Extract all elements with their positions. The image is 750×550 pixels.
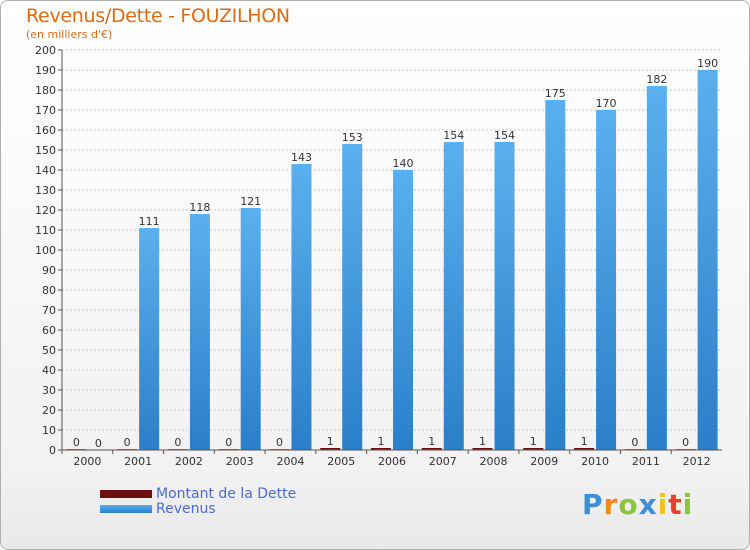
bar-revenus-2006 <box>393 170 413 450</box>
label-revenus-2000: 0 <box>95 437 102 450</box>
label-dette-2011: 0 <box>631 436 638 449</box>
legend-item-dette: Montant de la Dette <box>100 485 297 502</box>
legend-label-dette: Montant de la Dette <box>156 485 297 502</box>
y-tick-label-20: 20 <box>42 404 56 417</box>
bar-revenus-2011 <box>646 86 667 450</box>
bar-revenus-2007 <box>443 142 464 450</box>
logo-letter-6: i <box>682 488 694 521</box>
bar-dette-2010 <box>574 448 595 450</box>
label-dette-2010: 1 <box>581 435 588 448</box>
x-tick-label-2012: 2012 <box>683 455 711 468</box>
bar-dette-2009 <box>523 448 544 450</box>
x-tick-label-2006: 2006 <box>378 455 406 468</box>
y-tick-label-170: 170 <box>35 104 56 117</box>
y-tick-label-190: 190 <box>35 64 56 77</box>
y-tick-label-50: 50 <box>42 344 56 357</box>
bar-revenus-2010 <box>596 110 617 450</box>
label-revenus-2001: 111 <box>139 215 160 228</box>
label-dette-2009: 1 <box>530 435 537 448</box>
y-tick-label-200: 200 <box>35 44 56 57</box>
label-dette-2005: 1 <box>327 435 334 448</box>
y-tick-label-10: 10 <box>42 424 56 437</box>
bar-dette-2007 <box>421 448 442 450</box>
bar-dette-2005 <box>320 448 341 450</box>
label-revenus-2008: 154 <box>494 129 515 142</box>
x-tick-label-2009: 2009 <box>530 455 558 468</box>
x-tick-label-2004: 2004 <box>276 455 304 468</box>
x-tick-label-2003: 2003 <box>226 455 254 468</box>
bar-revenus-2001 <box>139 228 160 450</box>
label-revenus-2010: 170 <box>596 97 617 110</box>
label-dette-2006: 1 <box>378 435 385 448</box>
y-tick-label-60: 60 <box>42 324 56 337</box>
legend-item-revenus: Revenus <box>100 500 296 517</box>
bar-revenus-2004 <box>291 164 312 450</box>
y-tick-label-70: 70 <box>42 304 56 317</box>
x-tick-label-2005: 2005 <box>327 455 355 468</box>
y-tick-label-180: 180 <box>35 84 56 97</box>
y-tick-label-30: 30 <box>42 384 56 397</box>
y-tick-label-90: 90 <box>42 264 56 277</box>
bar-revenus-2005 <box>342 144 363 450</box>
label-revenus-2005: 153 <box>342 131 363 144</box>
y-tick-label-40: 40 <box>42 364 56 377</box>
y-tick-label-100: 100 <box>35 244 56 257</box>
y-tick-label-160: 160 <box>35 124 56 137</box>
label-dette-2012: 0 <box>682 436 689 449</box>
chart-title: Revenus/Dette - FOUZILHON <box>26 5 290 27</box>
legend-swatch-revenus <box>100 504 152 513</box>
label-revenus-2003: 121 <box>240 195 261 208</box>
label-dette-2003: 0 <box>225 436 232 449</box>
bar-dette-2008 <box>472 448 493 450</box>
label-revenus-2009: 175 <box>545 87 566 100</box>
proxiti-logo: Proxiti <box>582 488 693 521</box>
x-tick-label-2008: 2008 <box>480 455 508 468</box>
legend-swatch-dette <box>100 489 152 498</box>
label-revenus-2006: 140 <box>393 157 414 170</box>
label-dette-2004: 0 <box>276 436 283 449</box>
label-dette-2002: 0 <box>174 436 181 449</box>
label-dette-2008: 1 <box>479 435 486 448</box>
logo-letter-4: i <box>657 488 669 521</box>
bar-revenus-2002 <box>189 214 210 450</box>
legend-label-revenus: Revenus <box>156 500 216 517</box>
y-tick-label-0: 0 <box>49 444 56 457</box>
x-tick-label-2001: 2001 <box>124 455 152 468</box>
label-revenus-2004: 143 <box>291 151 312 164</box>
label-revenus-2012: 190 <box>697 57 718 70</box>
x-tick-label-2010: 2010 <box>581 455 609 468</box>
label-revenus-2007: 154 <box>443 129 464 142</box>
label-dette-2007: 1 <box>428 435 435 448</box>
x-tick-label-2011: 2011 <box>632 455 660 468</box>
bar-revenus-2012 <box>697 70 718 450</box>
y-tick-label-120: 120 <box>35 204 56 217</box>
x-tick-label-2007: 2007 <box>429 455 457 468</box>
label-revenus-2011: 182 <box>646 73 667 86</box>
y-tick-label-110: 110 <box>35 224 56 237</box>
y-tick-label-150: 150 <box>35 144 56 157</box>
y-tick-label-80: 80 <box>42 284 56 297</box>
label-revenus-2002: 118 <box>189 201 210 214</box>
x-tick-label-2000: 2000 <box>73 455 101 468</box>
logo-letter-2: o <box>618 488 639 521</box>
legend: Montant de la Dette Revenus <box>100 485 297 517</box>
logo-letter-1: r <box>603 488 619 521</box>
logo-letter-0: P <box>582 488 604 521</box>
logo-letter-3: x <box>638 488 658 521</box>
bar-revenus-2008 <box>494 142 515 450</box>
bar-dette-2006 <box>371 448 391 450</box>
y-tick-label-140: 140 <box>35 164 56 177</box>
chart-subtitle: (en milliers d'€) <box>26 28 113 41</box>
x-tick-label-2002: 2002 <box>175 455 203 468</box>
bar-revenus-2003 <box>240 208 261 450</box>
y-tick-label-130: 130 <box>35 184 56 197</box>
logo-letter-5: t <box>668 488 683 521</box>
label-dette-2001: 0 <box>124 436 131 449</box>
label-dette-2000: 0 <box>73 436 80 449</box>
bar-revenus-2009 <box>545 100 566 450</box>
